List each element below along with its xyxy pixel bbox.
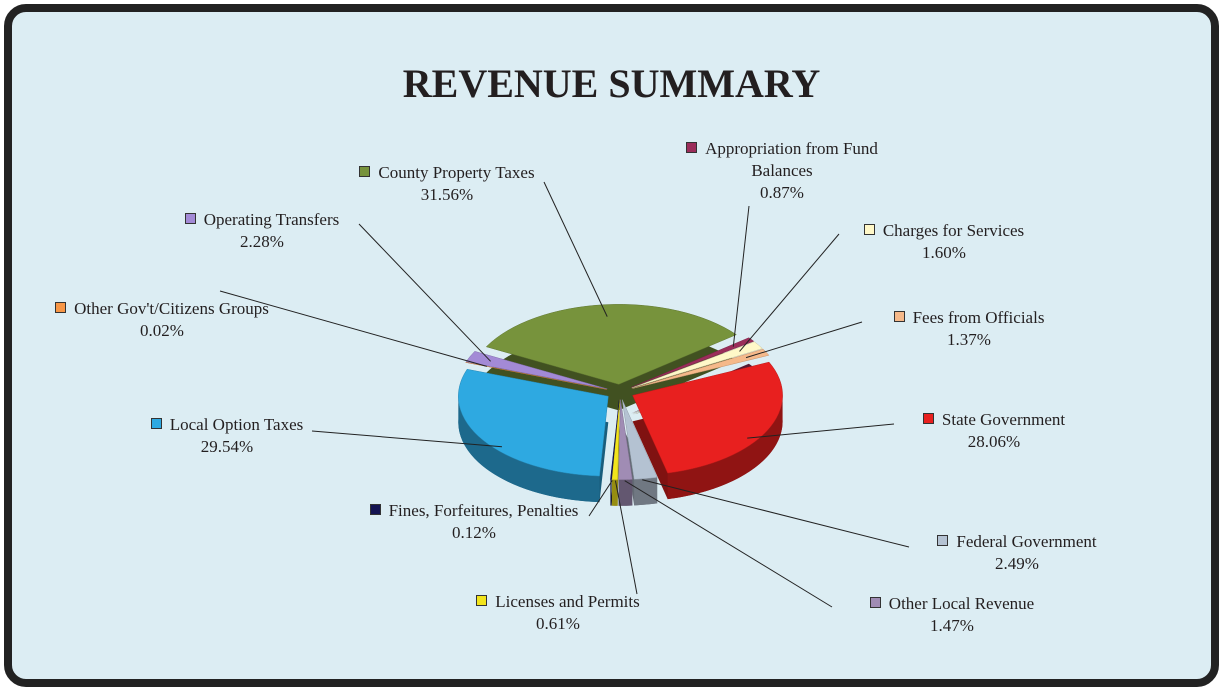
value-label: 2.28% <box>240 232 284 251</box>
slice-label: Other Gov't/Citizens Groups 0.02% <box>17 298 307 342</box>
legend-swatch <box>922 413 934 424</box>
category-name: Licenses and Permits <box>495 592 640 611</box>
leader-line <box>745 321 863 359</box>
value-label: 0.12% <box>452 523 496 542</box>
category-name: Other Local Revenue <box>888 594 1035 613</box>
category-name: Federal Government <box>956 532 1097 551</box>
legend-swatch <box>893 311 905 322</box>
slice <box>632 348 770 389</box>
category-name: Other Gov't/Citizens Groups <box>74 299 269 318</box>
slice-label: Federal Government 2.49% <box>902 531 1132 575</box>
slice-label: Charges for Services 1.60% <box>829 220 1059 264</box>
category-name: Operating Transfers <box>203 210 340 229</box>
pie-area <box>219 181 910 608</box>
category-name: County Property Taxes <box>378 163 535 182</box>
slice-side <box>634 477 658 506</box>
category-name: Appropriation from Fund Balances <box>705 139 878 180</box>
slice <box>631 337 755 388</box>
value-label: 2.49% <box>995 554 1039 573</box>
legend-swatch <box>55 302 67 313</box>
slice-label: Fees from Officials 1.37% <box>854 307 1084 351</box>
slice-side <box>610 479 612 506</box>
slice <box>485 304 737 385</box>
slice-label: State Government 28.06% <box>879 409 1109 453</box>
slice-label: Operating Transfers 2.28% <box>147 209 377 253</box>
leader-line <box>747 423 895 439</box>
legend-swatch <box>937 535 949 546</box>
legend-swatch <box>150 418 162 429</box>
legend-entry: Other Local Revenue <box>837 593 1067 615</box>
leader-line <box>642 479 910 548</box>
leader-line <box>543 181 608 317</box>
slice <box>465 362 607 390</box>
leader-line <box>739 233 840 352</box>
legend-entry: Federal Government <box>902 531 1132 553</box>
value-label: 28.06% <box>967 432 1021 451</box>
slice <box>610 399 620 480</box>
slice <box>632 361 783 474</box>
legend-swatch <box>863 224 875 235</box>
legend-entry: County Property Taxes <box>317 162 577 184</box>
category-name: Charges for Services <box>882 221 1025 240</box>
slice <box>618 399 633 480</box>
legend-entry: State Government <box>879 409 1109 431</box>
value-label: 1.37% <box>947 330 991 349</box>
leader-line <box>311 430 502 448</box>
slice-label: Fines, Forfeitures, Penalties 0.12% <box>334 500 614 544</box>
slice <box>465 351 608 390</box>
slice <box>631 341 763 389</box>
slice <box>458 368 609 477</box>
value-label: 0.02% <box>140 321 184 340</box>
legend-swatch <box>359 166 371 177</box>
leader-line <box>614 480 638 595</box>
legend-entry: Licenses and Permits <box>443 591 673 613</box>
slice-label: Licenses and Permits 0.61% <box>443 591 673 635</box>
leader-line <box>358 223 491 362</box>
legend-swatch <box>686 142 698 153</box>
legend-entry: Other Gov't/Citizens Groups <box>17 298 307 320</box>
legend-swatch <box>869 597 881 608</box>
leader-line <box>624 480 833 608</box>
legend-entry: Fees from Officials <box>854 307 1084 329</box>
legend-entry: Operating Transfers <box>147 209 377 231</box>
slice <box>621 399 658 480</box>
legend-swatch <box>476 595 488 606</box>
legend-entry: Fines, Forfeitures, Penalties <box>334 500 614 522</box>
value-label: 1.47% <box>930 616 974 635</box>
slice-label: Local Option Taxes 29.54% <box>112 414 342 458</box>
leader-line <box>588 480 613 517</box>
leader-line <box>732 205 750 347</box>
category-name: Fines, Forfeitures, Penalties <box>388 501 579 520</box>
legend-swatch <box>184 213 196 224</box>
value-label: 29.54% <box>200 437 254 456</box>
value-label: 31.56% <box>420 185 474 204</box>
category-name: Fees from Officials <box>912 308 1045 327</box>
slice <box>611 399 620 480</box>
slice-label: County Property Taxes 31.56% <box>317 162 577 206</box>
legend-swatch <box>369 504 381 515</box>
category-name: Local Option Taxes <box>169 415 304 434</box>
category-name: State Government <box>941 410 1066 429</box>
slice-side <box>667 395 783 500</box>
slice-label: Appropriation from Fund Balances 0.87% <box>667 138 897 204</box>
slice-side <box>458 396 600 503</box>
leader-line <box>219 290 487 367</box>
value-label: 0.61% <box>536 614 580 633</box>
value-label: 1.60% <box>922 243 966 262</box>
legend-entry: Charges for Services <box>829 220 1059 242</box>
slice-label: Other Local Revenue 1.47% <box>837 593 1067 637</box>
legend-entry: Local Option Taxes <box>112 414 342 436</box>
value-label: 0.87% <box>760 183 804 202</box>
chart: REVENUE SUMMARY County Property Taxes 31.… <box>4 4 1219 687</box>
slice-side <box>618 479 633 506</box>
chart-title: REVENUE SUMMARY <box>402 61 821 106</box>
legend-entry: Appropriation from Fund Balances <box>667 138 897 182</box>
